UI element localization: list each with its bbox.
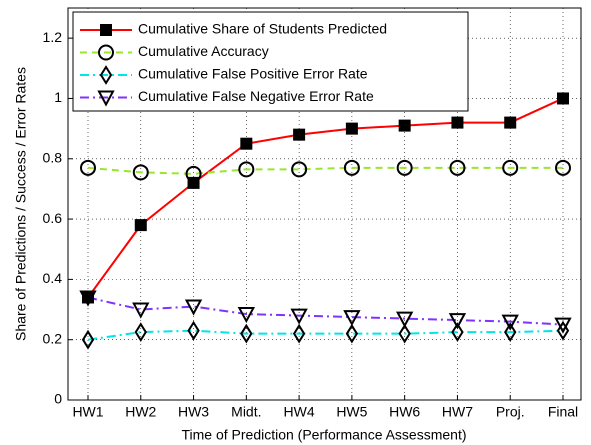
marker [555,159,571,176]
marker [502,159,519,176]
y-tick-label: 0.8 [43,149,63,165]
x-tick-label: Midt. [231,404,261,420]
legend-label: Cumulative Share of Students Predicted [138,21,387,37]
x-tick-label: HW2 [125,404,156,420]
marker [556,320,570,341]
y-axis-label: Share of Predictions / Success / Error R… [13,67,29,341]
marker [554,317,572,334]
x-tick-label: Final [548,404,578,420]
legend-label: Cumulative Accuracy [138,43,269,59]
marker [501,314,519,331]
marker [398,323,411,344]
y-tick-label: 0 [54,391,62,407]
marker [396,159,413,176]
x-tick-label: HW5 [336,404,367,420]
marker [80,159,96,176]
marker [240,137,253,150]
marker [449,159,466,176]
legend-label: Cumulative False Positive Error Rate [138,66,368,82]
marker [448,313,467,330]
marker [343,159,360,176]
legend-box [72,11,469,112]
marker [345,122,358,135]
series-line [87,166,563,175]
x-tick-label: HW3 [178,404,209,420]
marker [504,322,517,343]
marker [240,323,253,344]
marker [398,119,411,132]
plot-frame [67,7,582,401]
x-tick-label: HW6 [389,404,420,420]
marker [451,116,464,129]
marker [290,308,308,325]
legend: Cumulative Share of Students Predicted Cu… [72,11,469,112]
legend-marker [100,24,112,36]
y-tick-label: 0.2 [43,330,63,346]
marker [185,165,202,182]
x-axis-label: Time of Prediction (Performance Assessme… [181,427,466,443]
marker [132,164,149,181]
marker [293,128,306,141]
marker [238,161,255,178]
marker [132,302,150,319]
legend-marker [97,90,115,107]
series-line [87,296,564,326]
x-tick-label: HW4 [284,404,315,420]
x-tick-label: Proj. [496,404,525,420]
marker [345,323,359,344]
legend-marker [99,65,113,85]
marker [79,290,97,307]
y-tick-label: 0.6 [43,210,63,226]
y-tick-label: 1 [54,89,62,105]
marker [81,329,95,350]
marker [134,322,147,343]
legend-marker [98,44,114,61]
marker [184,299,203,316]
marker [187,320,200,341]
x-tick-label: HW7 [442,404,473,420]
marker [291,161,308,178]
marker [237,307,256,324]
marker [187,176,200,189]
series-line [87,97,564,299]
marker [134,219,147,232]
marker [395,311,414,328]
y-tick-label: 0.4 [43,270,63,286]
legend-label: Cumulative False Negative Error Rate [138,88,374,104]
y-tick-label: 1.2 [43,29,63,45]
x-tick-label: HW1 [72,404,103,420]
marker [557,92,569,105]
marker [343,310,361,327]
marker [504,116,517,129]
marker [451,322,464,343]
marker [292,323,306,344]
series-line [87,329,564,341]
